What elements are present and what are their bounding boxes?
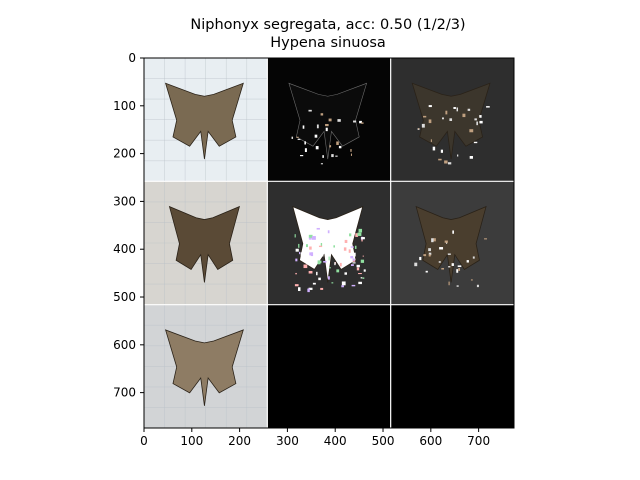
y-tick-label: 700	[113, 386, 136, 400]
sample-1-overlay	[390, 58, 514, 182]
y-tick-label: 200	[113, 147, 136, 161]
y-tick-label: 0	[128, 51, 136, 65]
x-tick-label: 400	[324, 434, 347, 448]
sample-3-original	[144, 304, 268, 428]
x-tick-label: 200	[228, 434, 251, 448]
axes-frame	[143, 57, 515, 429]
x-tick-label: 600	[419, 434, 442, 448]
empty-panel-2	[390, 304, 514, 428]
y-tick-label: 100	[113, 99, 136, 113]
y-tick-label: 600	[113, 338, 136, 352]
sample-1-attribution	[267, 58, 391, 182]
y-tick-label: 300	[113, 194, 136, 208]
empty-panel-1	[267, 304, 391, 428]
x-tick-label: 100	[180, 434, 203, 448]
x-tick-label: 0	[140, 434, 148, 448]
x-tick-label: 500	[372, 434, 395, 448]
y-axis: 0 100 200 300 400 500 600 700	[113, 51, 144, 400]
figure-title-line-1: Niphonyx segregata, acc: 0.50 (1/2/3)	[190, 17, 466, 33]
x-axis: 0 100 200 300 400 500 600 700	[140, 428, 490, 448]
sample-2-overlay	[390, 181, 514, 305]
figure-title-line-2: Hypena sinuosa	[270, 35, 386, 51]
y-tick-label: 400	[113, 242, 136, 256]
x-tick-label: 700	[467, 434, 490, 448]
sample-2-original	[144, 181, 268, 305]
y-tick-label: 500	[113, 290, 136, 304]
x-tick-label: 300	[276, 434, 299, 448]
sample-2-attribution	[267, 181, 391, 305]
image-panels	[144, 58, 514, 428]
sample-1-original	[144, 58, 268, 182]
